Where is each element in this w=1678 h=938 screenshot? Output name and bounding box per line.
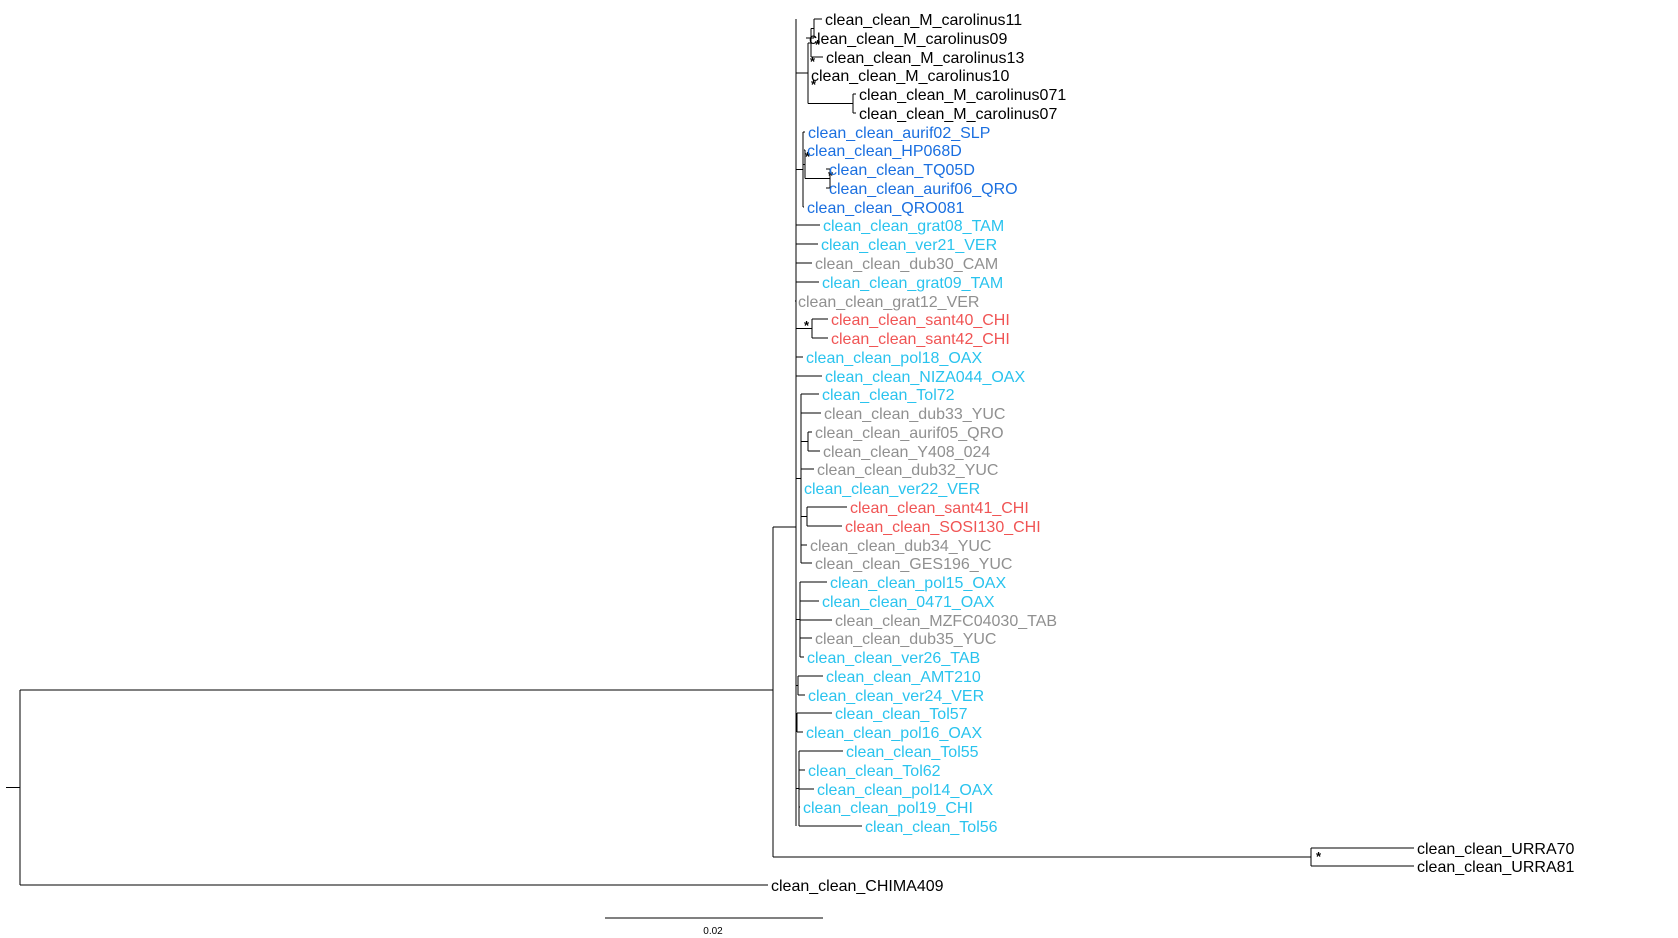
tip-label: clean_clean_pol15_OAX — [830, 575, 1006, 592]
tip-label: clean_clean_dub35_YUC — [815, 631, 996, 648]
tip-label: clean_clean_aurif02_SLP — [808, 125, 990, 142]
support-marker: * — [1316, 849, 1322, 864]
tip-label: clean_clean_GES196_YUC — [815, 556, 1012, 573]
tip-label: clean_clean_Tol56 — [865, 819, 998, 836]
tip-label: clean_clean_aurif06_QRO — [829, 181, 1018, 198]
tip-label: clean_clean_M_carolinus11 — [825, 12, 1022, 29]
tip-label: clean_clean_pol19_CHI — [803, 800, 973, 817]
support-marker: * — [815, 37, 821, 52]
support-marker: * — [828, 168, 834, 183]
tip-label: clean_clean_M_carolinus10 — [811, 68, 1009, 85]
scale-bar-label: 0.02 — [703, 926, 723, 937]
tip-label: clean_clean_sant41_CHI — [850, 500, 1029, 517]
tip-label: clean_clean_dub32_YUC — [817, 462, 998, 479]
tip-label: clean_clean_Tol72 — [822, 387, 955, 404]
tree-branches — [6, 18, 1414, 886]
support-marker: * — [805, 149, 811, 164]
tip-label: clean_clean_HP068D — [807, 143, 962, 160]
support-marker: * — [810, 54, 816, 69]
tip-label: clean_clean_ver24_VER — [808, 688, 984, 705]
tip-label: clean_clean_sant42_CHI — [831, 331, 1010, 348]
tip-label: clean_clean_Tol55 — [846, 744, 979, 761]
tip-label: clean_clean_QRO081 — [807, 200, 965, 217]
tip-label: clean_clean_ver21_VER — [821, 237, 997, 254]
tip-label: clean_clean_dub33_YUC — [824, 406, 1005, 423]
tip-label: clean_clean_M_carolinus09 — [809, 31, 1007, 48]
tip-label: clean_clean_Y408_024 — [823, 444, 990, 461]
tip-label: clean_clean_pol18_OAX — [806, 350, 982, 367]
tip-label: clean_clean_Tol57 — [835, 706, 968, 723]
tip-label: clean_clean_grat12_VER — [798, 294, 979, 311]
tip-label: clean_clean_pol16_OAX — [806, 725, 982, 742]
tip-label: clean_clean_M_carolinus071 — [859, 87, 1066, 104]
tip-label: clean_clean_URRA70 — [1417, 841, 1575, 858]
tip-label: clean_clean_ver26_TAB — [807, 650, 980, 667]
tip-label: clean_clean_M_carolinus07 — [859, 106, 1057, 123]
tip-label: clean_clean_aurif05_QRO — [815, 425, 1004, 442]
tip-label: clean_clean_dub34_YUC — [810, 538, 991, 555]
tip-label: clean_clean_0471_OAX — [822, 594, 995, 611]
tip-label: clean_clean_TQ05D — [829, 162, 975, 179]
support-markers: * * * * * * * — [804, 37, 1322, 864]
tip-label: clean_clean_grat08_TAM — [823, 218, 1004, 235]
tip-label: clean_clean_SOSI130_CHI — [845, 519, 1041, 536]
tip-label: clean_clean_MZFC04030_TAB — [835, 613, 1057, 630]
tip-label: clean_clean_pol14_OAX — [817, 782, 993, 799]
tip-label: clean_clean_ver22_VER — [804, 481, 980, 498]
tip-label: clean_clean_M_carolinus13 — [826, 50, 1024, 67]
scale-bar: 0.02 — [605, 917, 823, 937]
tip-label: clean_clean_NIZA044_OAX — [825, 369, 1025, 386]
tip-labels: clean_clean_M_carolinus11 clean_clean_M_c… — [771, 12, 1575, 895]
support-marker: * — [811, 77, 817, 92]
tip-label: clean_clean_AMT210 — [826, 669, 981, 686]
support-marker: * — [804, 318, 810, 333]
tip-label: clean_clean_CHIMA409 — [771, 878, 944, 895]
tip-label: clean_clean_dub30_CAM — [815, 256, 998, 273]
tip-label: clean_clean_URRA81 — [1417, 859, 1575, 876]
tip-label: clean_clean_sant40_CHI — [831, 312, 1010, 329]
tip-label: clean_clean_grat09_TAM — [822, 275, 1003, 292]
tip-label: clean_clean_Tol62 — [808, 763, 941, 780]
